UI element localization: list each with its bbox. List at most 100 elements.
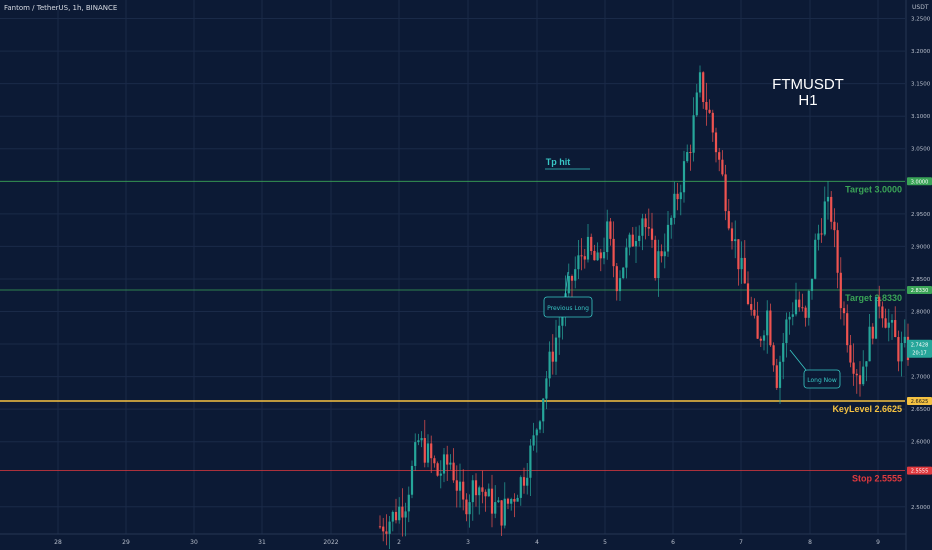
candle-body — [689, 152, 692, 154]
candle-body — [638, 235, 641, 242]
candle-body — [586, 236, 590, 260]
candle-body — [612, 238, 615, 267]
candle-body — [718, 152, 721, 160]
candle-body — [775, 365, 778, 388]
y-tick-label: 3.1000 — [911, 114, 931, 120]
candle-body — [535, 429, 538, 436]
candle-body — [692, 115, 695, 153]
candle-body — [721, 159, 724, 175]
candle-body — [417, 440, 420, 443]
candle-body — [551, 351, 554, 362]
candle-body — [823, 201, 826, 235]
candle-body — [593, 250, 596, 261]
candle-body — [810, 278, 814, 291]
candle-body — [705, 101, 708, 110]
candle-body — [570, 275, 574, 281]
callout-pointer — [564, 271, 569, 298]
candle-body — [545, 378, 548, 399]
candle-body — [487, 488, 490, 497]
candle-body — [791, 314, 794, 317]
callout-pointer — [789, 349, 807, 371]
candle-body — [615, 266, 618, 292]
candle-body — [378, 526, 382, 528]
candle-body — [903, 336, 906, 343]
current-price-value: 2.7428 — [911, 343, 929, 349]
level-label: Stop 2.5555 — [852, 474, 902, 484]
candle-body — [762, 335, 766, 341]
y-tick-label: 2.9500 — [911, 212, 931, 218]
candle-body — [462, 481, 465, 500]
candle-body — [682, 161, 686, 193]
current-price-countdown: 20:17 — [912, 351, 926, 357]
candle-body — [855, 373, 858, 376]
candle-body — [548, 351, 551, 379]
candle-body — [449, 462, 452, 465]
candle-body — [634, 241, 638, 247]
level-price-tag — [907, 177, 932, 186]
y-tick-label: 2.7000 — [911, 375, 931, 381]
candle-body — [468, 502, 471, 515]
level-label: Target 3.0000 — [845, 184, 902, 194]
y-tick-label: 2.8000 — [911, 309, 931, 315]
level-price-tag-text: 3.0000 — [911, 179, 929, 185]
candle-body — [782, 343, 785, 362]
x-tick-label: 8 — [808, 539, 812, 546]
candle-body — [650, 228, 654, 240]
candle-body — [849, 345, 852, 363]
candle-body — [628, 234, 631, 248]
y-tick-label: 3.2000 — [911, 49, 931, 55]
candle-body — [452, 462, 455, 481]
candle-body — [778, 361, 782, 388]
candle-body — [830, 196, 833, 222]
candle-body — [439, 473, 442, 476]
candle-body — [894, 320, 897, 338]
candle-body — [484, 491, 487, 497]
candle-body — [494, 502, 497, 514]
candle-body — [599, 252, 602, 259]
candle-body — [881, 306, 884, 319]
candle-body — [702, 72, 705, 102]
candle-body — [574, 269, 577, 281]
candle-body — [753, 309, 756, 316]
candle-body — [561, 315, 564, 326]
candle-body — [580, 255, 583, 257]
level-label: KeyLevel 2.6625 — [832, 404, 902, 414]
candle-body — [695, 92, 698, 116]
candle-body — [618, 278, 622, 292]
candle-body — [663, 251, 666, 257]
candle-body — [385, 531, 388, 534]
candle-body — [794, 299, 798, 315]
candle-body — [814, 239, 817, 279]
candle-body — [676, 193, 679, 200]
callout-box-previous-long — [543, 296, 593, 318]
candle-body — [497, 500, 500, 503]
candle-body — [407, 494, 410, 512]
symbol-header: Fantom / TetherUS, 1h, BINANCE — [4, 4, 118, 12]
candle-body — [538, 421, 542, 430]
candle-body — [542, 398, 545, 422]
candle-body — [839, 272, 842, 309]
candle-body — [622, 267, 625, 279]
candle-body — [554, 337, 558, 362]
candle-body — [481, 487, 484, 492]
candle-body — [609, 221, 612, 239]
candle-body — [890, 320, 894, 323]
x-tick-label: 30 — [190, 539, 198, 546]
candle-body — [724, 174, 727, 212]
candle-body — [766, 310, 769, 336]
y-tick-label: 2.8500 — [911, 277, 931, 283]
candle-body — [577, 255, 580, 270]
candle-body — [833, 221, 836, 231]
candle-body — [759, 338, 762, 341]
candle-body — [846, 313, 849, 346]
candle-body — [474, 480, 478, 496]
candle-body — [673, 193, 676, 218]
level-price-tag-text: 2.5555 — [911, 469, 929, 475]
candle-body — [657, 251, 660, 279]
candle-body — [414, 442, 417, 466]
candle-body — [842, 308, 846, 314]
candle-body — [817, 233, 820, 240]
candle-body — [666, 224, 670, 252]
candle-body — [490, 488, 494, 514]
